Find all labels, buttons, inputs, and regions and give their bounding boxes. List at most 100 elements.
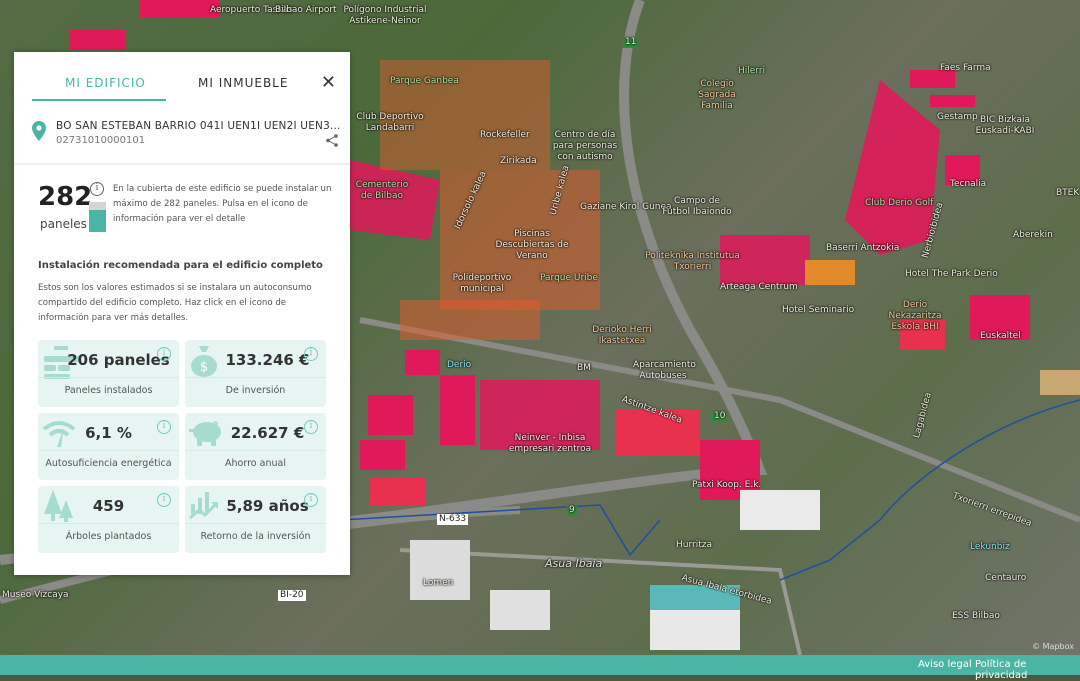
cadastral-reference: 02731010000101 bbox=[56, 135, 146, 146]
share-icon[interactable] bbox=[326, 134, 338, 147]
map-label: Lekunbiz bbox=[970, 542, 1010, 552]
map-label: Aparcamiento Autobuses bbox=[633, 360, 696, 381]
card-value: 22.627 € bbox=[230, 424, 305, 442]
map-label: Polideportivo municipal bbox=[452, 273, 512, 294]
card-self-sufficiency: 6,1 % i Autosuficiencia energética bbox=[38, 413, 179, 480]
map-label: Hilerri bbox=[738, 66, 766, 76]
footer: Aviso legal Política de privacidad bbox=[0, 655, 1080, 681]
map-label: Hotel Seminario bbox=[782, 305, 855, 315]
info-icon[interactable]: i bbox=[304, 347, 318, 361]
map-label: Club Derio Golf bbox=[865, 198, 934, 208]
map-label: Parque Ganbea bbox=[390, 76, 459, 86]
map-label: Club Deportivo Landabarri bbox=[356, 112, 424, 133]
map-label: Gestamp bbox=[937, 112, 978, 122]
trees-icon bbox=[44, 490, 73, 522]
map-label: Neinver - Inbisa empresari zentroa bbox=[508, 433, 592, 454]
map-label: Zirikada bbox=[500, 156, 537, 166]
map-attribution: © Mapbox bbox=[1032, 642, 1074, 651]
info-icon[interactable]: i bbox=[157, 347, 171, 361]
card-label: Paneles instalados bbox=[64, 385, 153, 396]
map-label: Derioko Herri Ikastetxea bbox=[592, 325, 652, 346]
road-shield: BI-20 bbox=[278, 590, 306, 601]
card-label: Retorno de la inversión bbox=[200, 531, 311, 542]
info-icon[interactable]: i bbox=[90, 182, 104, 196]
card-value: 206 paneles bbox=[67, 351, 170, 369]
map-label: Aeropuerto Taskas bbox=[210, 5, 293, 15]
card-value: 5,89 años bbox=[226, 497, 309, 515]
map-label: Parque Uribe bbox=[540, 273, 598, 283]
road-shield: 10 bbox=[712, 411, 728, 422]
growth-chart-icon bbox=[189, 492, 218, 520]
map-label: Polígono Industrial Astikene-Neinor bbox=[343, 5, 427, 26]
card-label: De inversión bbox=[225, 385, 286, 396]
panels-gauge-fill bbox=[89, 210, 106, 232]
privacy-policy-link[interactable]: Política de privacidad bbox=[975, 659, 1028, 681]
map-label: Euskaltel bbox=[980, 331, 1021, 341]
road-shield: N-633 bbox=[437, 514, 469, 525]
map-label: Aberekin bbox=[1013, 230, 1053, 240]
map-label: Colegio Sagrada Familia bbox=[698, 79, 736, 111]
map-label: BIC Bizkaia Euskadi-KABI bbox=[975, 115, 1035, 136]
building-info-panel: MI EDIFICIO MI INMUEBLE ✕ BO SAN ESTEBAN… bbox=[14, 52, 350, 575]
location-pin-icon bbox=[32, 121, 46, 141]
map-label: Derio bbox=[447, 360, 472, 370]
map-label: BM bbox=[577, 363, 591, 373]
panels-gauge bbox=[89, 202, 106, 232]
legal-notice-link[interactable]: Aviso legal bbox=[918, 659, 972, 670]
card-value: 459 bbox=[92, 497, 125, 515]
info-icon[interactable]: i bbox=[157, 420, 171, 434]
svg-text:$: $ bbox=[200, 360, 208, 375]
map-label: Centro de día para personas con autismo bbox=[552, 130, 618, 162]
map-label: Hotel The Park Derio bbox=[905, 269, 998, 279]
recommended-description: Estos son los valores estimados si se in… bbox=[38, 283, 312, 323]
card-value: 133.246 € bbox=[225, 351, 310, 369]
map-label: BTEK bbox=[1056, 188, 1080, 198]
max-panels-value: 282 bbox=[38, 182, 93, 212]
map-label: Arteaga Centrum bbox=[720, 282, 798, 292]
map-label: Campo de Fútbol Ibaiondo bbox=[662, 196, 732, 217]
card-investment: $ 133.246 € i De inversión bbox=[185, 340, 326, 407]
building-address: BO SAN ESTEBAN BARRIO 041I UEN1I UEN2I U… bbox=[56, 120, 341, 132]
tab-mi-edificio[interactable]: MI EDIFICIO bbox=[65, 76, 146, 90]
map-label: Gaziane Kirol Gunea bbox=[580, 202, 672, 212]
map-label: Politeknika Institutua Txorierri bbox=[645, 251, 740, 272]
money-bag-icon: $ bbox=[191, 346, 217, 377]
map-label: Hurritza bbox=[676, 540, 712, 550]
piggy-bank-icon bbox=[189, 421, 221, 446]
map-label: Rockefeller bbox=[480, 130, 530, 140]
map-label: Lomen bbox=[423, 578, 454, 588]
card-value: 6,1 % bbox=[85, 424, 132, 442]
card-trees-planted: 459 i Árboles plantados bbox=[38, 486, 179, 553]
card-label: Ahorro anual bbox=[225, 458, 286, 469]
card-installed-panels: 206 paneles i Paneles instalados bbox=[38, 340, 179, 407]
road-shield: 11 bbox=[623, 37, 639, 48]
address-header: BO SAN ESTEBAN BARRIO 041I UEN1I UEN2I U… bbox=[14, 118, 350, 165]
map-label: Cementerio de Bilbao bbox=[355, 180, 409, 201]
map-label: Tecnalia bbox=[950, 179, 987, 189]
max-panels-unit: paneles bbox=[40, 217, 87, 231]
map-label: Baserri Antzokia bbox=[826, 243, 900, 253]
card-annual-savings: 22.627 € i Ahorro anual bbox=[185, 413, 326, 480]
close-icon[interactable]: ✕ bbox=[320, 72, 336, 93]
road-shield: 9 bbox=[567, 505, 577, 516]
info-icon[interactable]: i bbox=[304, 420, 318, 434]
map-overlay bbox=[0, 0, 1080, 655]
max-panels-description: En la cubierta de este edificio se puede… bbox=[113, 184, 332, 224]
river-label: Asua Ibaia bbox=[545, 557, 603, 570]
map-label: Derio Nekazaritza Eskola BHI bbox=[888, 300, 942, 332]
info-icon[interactable]: i bbox=[157, 493, 171, 507]
map-label: Faes Farma bbox=[940, 63, 991, 73]
map-label: Patxi Koop. E.k. bbox=[692, 480, 762, 490]
energy-gauge-icon bbox=[42, 421, 76, 447]
tab-mi-inmueble[interactable]: MI INMUEBLE bbox=[198, 76, 289, 90]
recommended-title: Instalación recomendada para el edificio… bbox=[38, 260, 323, 271]
active-tab-indicator bbox=[32, 99, 166, 101]
map-label: Bilbao Airport bbox=[275, 5, 337, 15]
card-label: Árboles plantados bbox=[65, 531, 152, 542]
info-icon[interactable]: i bbox=[304, 493, 318, 507]
card-label: Autosuficiencia energética bbox=[45, 458, 172, 469]
map-label: Museo Vizcaya bbox=[2, 590, 69, 600]
map-label: Piscinas Descubiertas de Verano bbox=[495, 229, 569, 261]
map-label: Centauro bbox=[985, 573, 1027, 583]
map-label: ESS Bilbao bbox=[952, 611, 1000, 621]
